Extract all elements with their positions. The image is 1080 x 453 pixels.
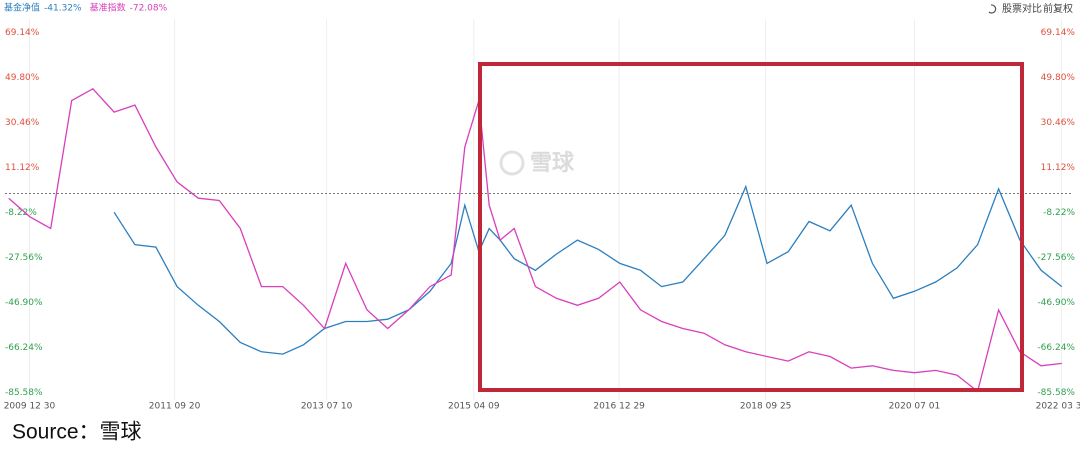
- x-tick-label: 2016 12 29: [593, 402, 645, 412]
- series-line: [8, 87, 1062, 393]
- x-tick-label: 2015 04 09: [448, 402, 500, 412]
- y-tick-label: 30.46%: [5, 118, 40, 128]
- y-tick-label: 49.80%: [5, 73, 40, 83]
- y-tick-label-right: -66.24%: [1037, 343, 1075, 353]
- y-tick-label-right: 30.46%: [1041, 118, 1076, 128]
- highlight-box: [478, 62, 1024, 392]
- legend-value: -72.08%: [130, 4, 168, 14]
- series-line: [113, 184, 1063, 355]
- background: 2009 12 30 2011 09 20 2013 07 10 2015 04 09…: [4, 19, 1080, 412]
- x-tick-label: 2018 09 25: [740, 402, 792, 412]
- y-tick-label-right: -46.90%: [1037, 298, 1075, 308]
- legend: 基金净值 -41.32% 基准指数 -72.08%: [4, 2, 168, 14]
- watermark-logo: [499, 150, 525, 176]
- y-tick-label-right: -27.56%: [1037, 253, 1075, 263]
- y-tick-label: 11.12%: [5, 163, 40, 173]
- reset-icon[interactable]: [988, 4, 997, 14]
- x-tick-label: 2020 07 01: [889, 402, 941, 412]
- y-tick-label-right: 69.14%: [1041, 28, 1076, 38]
- y-tick-label: -66.24%: [5, 343, 43, 353]
- compare-button[interactable]: 股票对比: [1002, 2, 1042, 15]
- y-tick-label-right: -8.22%: [1043, 208, 1075, 218]
- x-tick-label: 2013 07 10: [301, 402, 353, 412]
- y-tick-label: -27.56%: [5, 253, 43, 263]
- x-tick-label: 2009 12 30: [4, 402, 56, 412]
- watermark: 雪球: [499, 150, 575, 176]
- y-tick-label: -8.22%: [5, 208, 37, 218]
- y-tick-label-right: -85.58%: [1037, 388, 1075, 398]
- adjust-button[interactable]: 前复权: [1043, 2, 1073, 15]
- y-tick-label-right: 11.12%: [1041, 163, 1076, 173]
- legend-name: 基金净值: [4, 2, 40, 14]
- y-tick-label: 69.14%: [5, 28, 40, 38]
- y-tick-label: -85.58%: [5, 388, 43, 398]
- source: Source：雪球: [12, 421, 142, 444]
- plot: [8, 87, 1063, 393]
- watermark-text: 雪球: [530, 151, 575, 176]
- legend-name: 基准指数: [90, 2, 126, 14]
- x-tick-label: 2022 03 30: [1036, 402, 1080, 412]
- y-tick-label: -46.90%: [5, 298, 43, 308]
- y-tick-label-right: 49.80%: [1041, 73, 1076, 83]
- legend-value: -41.32%: [44, 4, 82, 14]
- x-tick-label: 2011 09 20: [149, 402, 201, 412]
